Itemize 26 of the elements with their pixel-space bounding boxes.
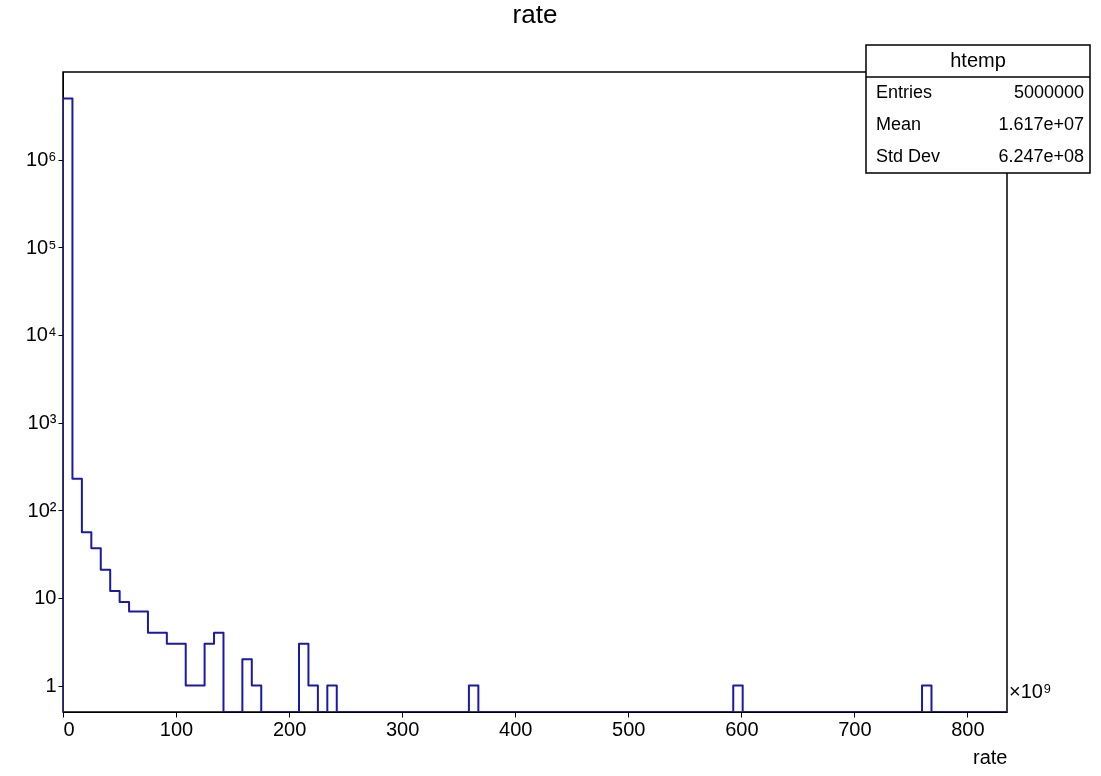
annotation: Mean bbox=[876, 114, 922, 134]
y-tick-label: 10⁴ bbox=[25, 323, 57, 346]
y-tick-label: 10³ bbox=[27, 411, 57, 434]
x-tick-label: 100 bbox=[159, 717, 194, 740]
text: ×10⁹ bbox=[1009, 680, 1052, 702]
x-tick-label: 600 bbox=[725, 717, 759, 740]
x-tick-label: 800 bbox=[951, 717, 985, 740]
x-tick-label: 500 bbox=[612, 717, 646, 740]
y-tick-label: 10⁶ bbox=[26, 148, 57, 171]
chart-title: rate bbox=[512, 0, 558, 30]
annotation: 1.617e+07 bbox=[998, 114, 1084, 134]
text: 5000000 bbox=[1013, 82, 1084, 102]
y-tick-label: 10⁵ bbox=[25, 235, 57, 258]
x-tick-label: 300 bbox=[385, 717, 420, 740]
annotation: Std Dev bbox=[876, 146, 941, 166]
x-tick-label: 0 bbox=[63, 717, 75, 740]
text: htemp bbox=[950, 49, 1006, 71]
y-tick-label: 1 bbox=[45, 674, 57, 697]
x-tick-label: 400 bbox=[499, 717, 533, 740]
x-axis-title: rate bbox=[973, 745, 1008, 768]
annotation: 6.247e+08 bbox=[998, 146, 1084, 166]
x-tick-label: 700 bbox=[838, 717, 872, 740]
annotation: Entries bbox=[876, 82, 933, 102]
y-tick-label: 10² bbox=[27, 498, 57, 521]
x-tick-label: 200 bbox=[272, 717, 307, 740]
y-tick-label: 10 bbox=[34, 586, 57, 609]
